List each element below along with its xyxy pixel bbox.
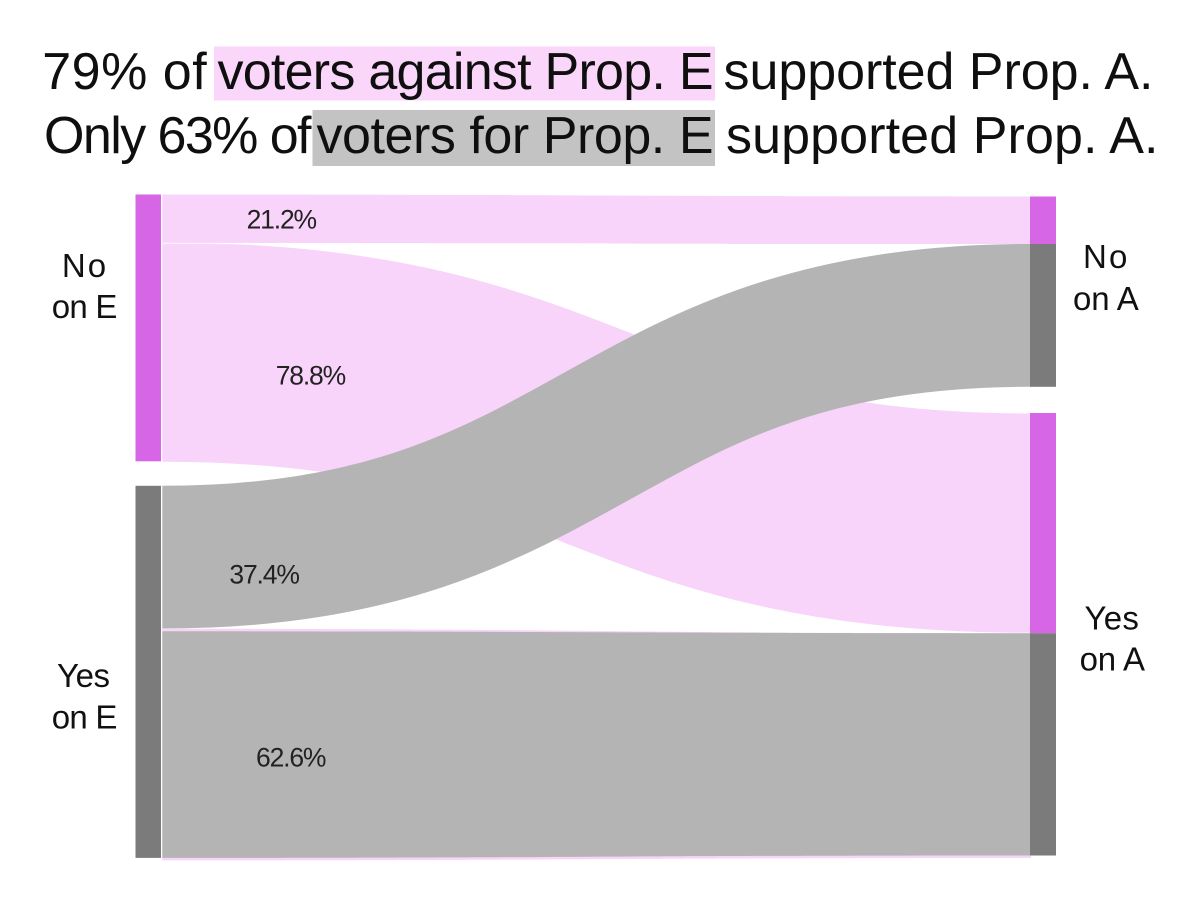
svg-text:Only 63% of: Only 63% of — [44, 107, 312, 165]
svg-text:No: No — [62, 247, 106, 284]
svg-text:62.6%: 62.6% — [256, 743, 327, 773]
svg-text:voters for Prop. E: voters for Prop. E — [317, 107, 714, 165]
svg-text:on E: on E — [52, 288, 118, 325]
svg-text:on A: on A — [1080, 641, 1145, 678]
svg-text:37.4%: 37.4% — [229, 560, 300, 590]
svg-text:on E: on E — [52, 698, 118, 735]
svg-text:79% of: 79% of — [42, 43, 207, 101]
svg-text:Yes: Yes — [57, 657, 110, 694]
svg-text:21.2%: 21.2% — [247, 205, 318, 235]
svg-text:78.8%: 78.8% — [276, 361, 347, 391]
svg-text:supported Prop. A.: supported Prop. A. — [724, 43, 1154, 101]
svg-text:supported Prop. A.: supported Prop. A. — [726, 107, 1159, 165]
svg-text:No: No — [1083, 238, 1127, 275]
svg-text:Yes: Yes — [1085, 599, 1139, 636]
svg-text:on A: on A — [1073, 280, 1139, 317]
svg-text:voters against Prop. E: voters against Prop. E — [218, 43, 714, 101]
